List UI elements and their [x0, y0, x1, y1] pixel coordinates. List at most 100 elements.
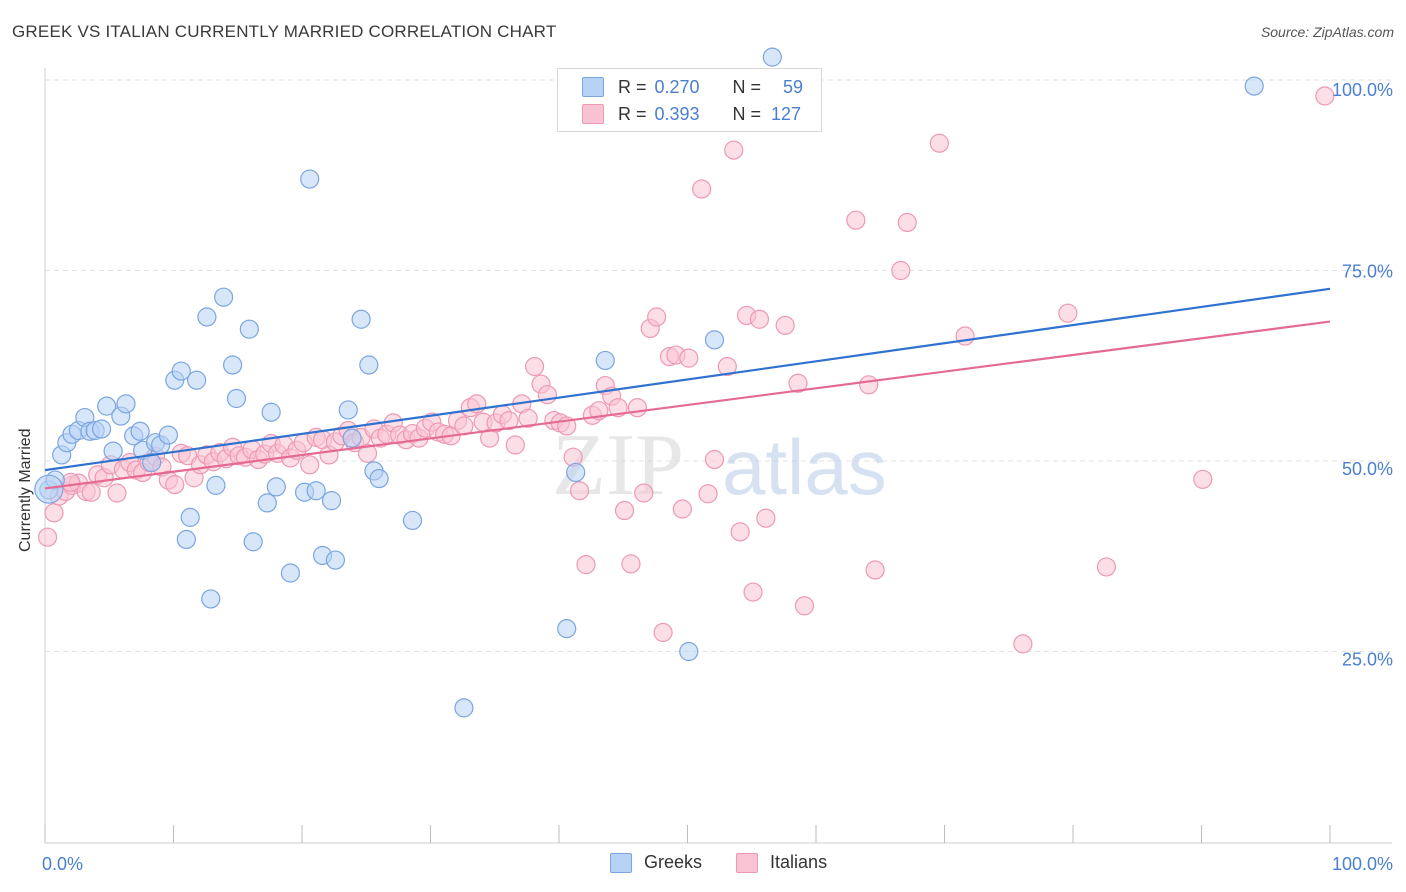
italians-point-102	[698, 484, 718, 504]
y-tick-label-100: 100.0%	[1332, 80, 1393, 100]
italians-point-103	[704, 449, 725, 470]
greeks-point-30	[223, 355, 243, 375]
italians-n-label: N =	[732, 103, 762, 124]
italians-point-118	[897, 212, 917, 233]
italians-point-119	[929, 133, 949, 153]
italians-point-110	[756, 508, 776, 528]
greeks-point-33	[243, 532, 263, 552]
greeks-point-49	[369, 468, 389, 489]
italians-point-73	[505, 435, 525, 455]
italians-point-106	[730, 522, 750, 542]
italians-point-90	[614, 500, 635, 521]
greeks-point-51	[454, 698, 474, 718]
italians-point-7	[81, 482, 101, 502]
chart-title: GREEK VS ITALIAN CURRENTLY MARRIED CORRE…	[12, 22, 557, 41]
italians-point-104	[717, 356, 737, 377]
x-tick-label-100: 100.0%	[1332, 854, 1393, 874]
x-tick-label-0: 0.0%	[42, 854, 83, 874]
italians-point-75	[518, 408, 538, 428]
italians-point-76	[524, 356, 545, 377]
greeks-trend-line	[44, 287, 1331, 472]
axes	[44, 68, 1392, 844]
italians-point-1	[44, 503, 64, 523]
italians-point-89	[608, 398, 628, 418]
greeks-point-26	[197, 307, 217, 327]
greeks-point-36	[266, 477, 286, 497]
italians-point-123	[1096, 557, 1117, 577]
italians-point-124	[1193, 469, 1213, 489]
italians-point-117	[891, 260, 911, 281]
italians-r-value: 0.393	[654, 103, 700, 124]
greeks-points	[34, 47, 1264, 718]
greeks-point-34	[257, 493, 277, 513]
italians-swatch	[582, 104, 604, 124]
italians-point-72	[499, 411, 519, 431]
legend-row-greeks: R = 0.270 N = 59	[582, 75, 803, 99]
greeks-r-label: R =	[618, 76, 647, 97]
italians-point-120	[955, 326, 975, 346]
greeks-point-42	[321, 491, 342, 511]
italians-point-0	[37, 527, 58, 547]
greeks-point-40	[306, 481, 326, 501]
legend-item-italians[interactable]: Italians	[736, 852, 827, 873]
greeks-point-24	[180, 507, 200, 527]
italians-point-125	[1315, 86, 1335, 106]
greeks-point-37	[280, 563, 301, 583]
y-tick-label-75: 75.0%	[1342, 262, 1393, 282]
y-axis-title: Currently Married	[17, 428, 34, 552]
italians-n-value: 127	[771, 103, 802, 124]
legend-item-greeks[interactable]: Greeks	[610, 852, 702, 873]
greeks-r-value: 0.270	[654, 76, 700, 97]
greeks-point-13	[116, 394, 136, 414]
italians-point-41	[300, 455, 320, 475]
italians-point-84	[576, 555, 596, 575]
greeks-legend-label: Greeks	[644, 852, 703, 872]
greeks-point-15	[130, 421, 150, 441]
greeks-point-25	[187, 370, 207, 390]
italians-point-99	[672, 499, 692, 519]
greeks-n-value: 59	[783, 76, 804, 97]
greeks-point-large	[34, 474, 64, 504]
trend-lines	[44, 287, 1331, 490]
italians-point-112	[788, 373, 808, 393]
greeks-point-53	[566, 462, 586, 483]
italians-point-114	[846, 210, 866, 230]
source-label: Source: ZipAtlas.com	[1260, 24, 1394, 40]
legend-row-italians: R = 0.393 N = 127	[582, 102, 801, 126]
italians-point-105	[724, 140, 744, 160]
greeks-point-9	[91, 419, 112, 439]
italians-point-11	[107, 483, 127, 503]
italians-legend-swatch	[736, 852, 759, 873]
y-tick-label-50: 50.0%	[1342, 459, 1393, 479]
italians-point-121	[1013, 634, 1033, 654]
italians-point-116	[865, 560, 885, 580]
greeks-point-44	[338, 400, 358, 420]
italians-point-96	[653, 622, 673, 643]
greeks-point-22	[171, 361, 191, 381]
italians-point-108	[743, 582, 763, 602]
series-legend: Greeks Italians	[610, 852, 861, 873]
greeks-point-55	[679, 641, 699, 662]
italians-point-92	[627, 398, 647, 418]
italians-r-label: R =	[618, 103, 647, 124]
greeks-point-57	[1244, 76, 1264, 96]
greeks-point-20	[158, 425, 178, 445]
greeks-legend-swatch	[610, 852, 632, 873]
tick-labels: 25.0% 50.0% 75.0% 100.0% 0.0% 100.0%	[42, 80, 1393, 874]
greeks-n-label: N =	[732, 76, 762, 97]
greeks-point-43	[325, 550, 346, 570]
italians-legend-label: Italians	[770, 852, 828, 872]
correlation-legend: R = 0.270 N = 59 R = 0.393 N = 127	[557, 68, 822, 132]
italians-point-95	[647, 307, 667, 327]
greeks-point-39	[300, 169, 320, 189]
watermark-atlas: atlas	[722, 423, 887, 511]
italians-point-109	[749, 309, 770, 329]
y-tick-label-25: 25.0%	[1342, 650, 1393, 670]
italians-point-50	[357, 443, 378, 463]
greeks-point-23	[176, 529, 196, 550]
greeks-point-32	[239, 319, 259, 339]
greeks-point-31	[226, 388, 247, 409]
italians-point-93	[634, 483, 654, 503]
italians-point-20	[165, 475, 185, 495]
italians-point-91	[621, 554, 641, 574]
